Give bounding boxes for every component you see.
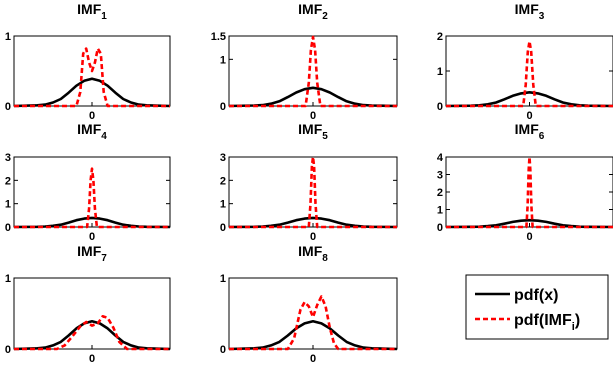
y-tick-label: 3: [220, 152, 226, 164]
y-tick-label: 0: [5, 222, 11, 234]
y-tick-label: 1: [5, 273, 11, 285]
x-tick-label: 0: [310, 353, 316, 365]
y-tick-label: 0: [220, 222, 226, 234]
panel-title: IMF3: [515, 1, 545, 22]
series-pdf-x-line: [13, 320, 171, 351]
panel-title: IMF5: [298, 121, 328, 142]
y-tick-label: 0: [437, 222, 443, 234]
series-pdf-x-line: [13, 77, 171, 108]
axes-box: [228, 35, 398, 107]
x-tick-label: 0: [89, 110, 95, 122]
series-pdf-imf-line: [229, 295, 397, 351]
y-tick-label: 2: [437, 187, 443, 199]
panel-title: IMF1: [77, 1, 107, 22]
legend: pdf(x) pdf(IMFi): [465, 274, 609, 340]
y-tick-label: 1: [220, 273, 226, 285]
y-tick-label: 3: [5, 152, 11, 164]
panel-title: IMF4: [77, 121, 107, 142]
y-tick-label: 4: [437, 152, 444, 164]
panel-imf-7: IMF7 0 1 0: [5, 243, 171, 365]
series-pdf-x-line: [445, 218, 613, 229]
series-pdf-imf-line: [229, 155, 397, 229]
x-tick-label: 0: [89, 231, 95, 243]
y-tick-label: 1: [437, 205, 443, 217]
y-tick-label: 1: [220, 54, 226, 66]
panel-imf-5: IMF5 0 1 2 3 0: [220, 121, 398, 243]
y-tick-label: 2: [437, 31, 443, 43]
panel-imf-3: IMF3 0 1 2 0: [437, 1, 613, 122]
y-tick-label: 1: [220, 199, 226, 211]
panel-title: IMF8: [298, 243, 328, 264]
panel-title: IMF6: [515, 121, 545, 142]
x-tick-label: 0: [89, 353, 95, 365]
panel-imf-6: IMF6 0 1 2 3 4 0: [437, 121, 613, 243]
panel-imf-4: IMF4 0 1 2 3 0: [5, 121, 171, 243]
y-tick-label: 0: [220, 344, 226, 356]
series-pdf-imf-line: [14, 167, 170, 229]
series-pdf-x-line: [228, 320, 398, 351]
y-tick-label: 3: [437, 170, 443, 182]
axes-box: [13, 277, 171, 350]
y-tick-label: 2: [220, 175, 226, 187]
y-tick-label: 0: [437, 101, 443, 113]
y-tick-label: 2: [5, 175, 11, 187]
panel-imf-2: IMF2 0 1 1.5 0: [211, 1, 398, 122]
y-tick-label: 0: [220, 101, 226, 113]
panel-title: IMF7: [77, 243, 107, 264]
series-pdf-x-line: [228, 86, 398, 108]
legend-label: pdf(IMFi): [514, 312, 580, 333]
series-pdf-imf-line: [14, 47, 170, 108]
y-tick-label: 1: [437, 66, 443, 78]
y-tick-label: 0: [5, 101, 11, 113]
x-tick-label: 0: [310, 231, 316, 243]
series-pdf-x-line: [445, 91, 613, 108]
panel-imf-1: IMF1 0 1 0: [5, 1, 171, 122]
y-tick-label: 0: [5, 344, 11, 356]
series-pdf-imf-line: [229, 35, 397, 108]
x-tick-label: 0: [526, 110, 532, 122]
y-tick-label: 1.5: [211, 31, 226, 43]
panel-title: IMF2: [298, 1, 328, 22]
panel-imf-8: IMF8 0 1 0: [220, 243, 398, 365]
series-pdf-imf-line: [446, 40, 613, 108]
x-tick-label: 0: [310, 110, 316, 122]
y-tick-label: 1: [5, 199, 11, 211]
legend-box: [465, 274, 609, 340]
legend-label: pdf(x): [514, 287, 558, 304]
x-tick-label: 0: [526, 231, 532, 243]
y-tick-label: 1: [5, 31, 11, 43]
